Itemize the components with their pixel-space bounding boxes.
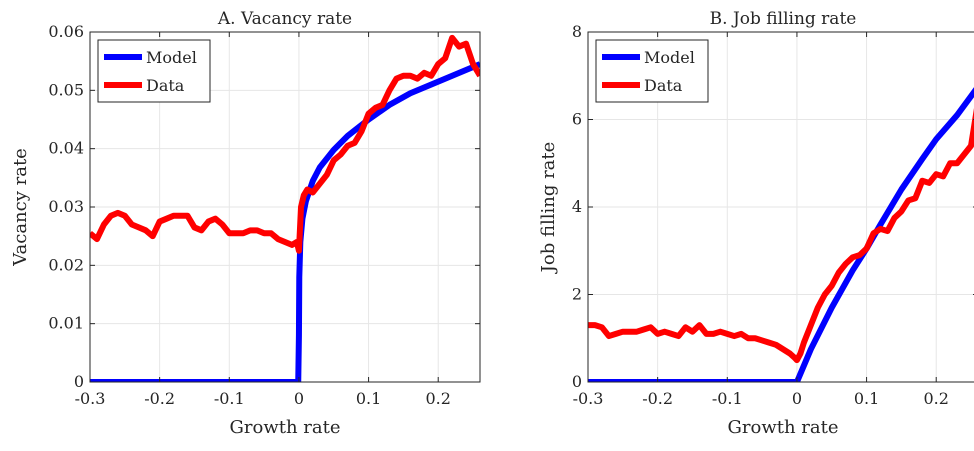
y-axis-label: Job filling rate xyxy=(538,142,559,275)
series-group xyxy=(90,34,480,382)
y-tick-label: 0.03 xyxy=(48,197,84,216)
y-tick-label: 0.06 xyxy=(48,22,84,41)
series-line-model xyxy=(90,61,480,382)
y-tick-label: 8 xyxy=(572,22,582,41)
y-tick-label: 4 xyxy=(572,197,582,216)
panel-b: -0.3 -0.2 -0.1 0 0.1 0.2 0 2 4 6 8 B. Job filling r… xyxy=(538,9,974,438)
legend-label-data: Data xyxy=(146,76,185,95)
x-tick-label: 0.1 xyxy=(854,389,879,408)
panel-a: -0.3 -0.2 -0.1 0 0.1 0.2 0 0.01 0.02 0.03 0.04 0.05… xyxy=(10,9,481,438)
x-tick-label: 0.1 xyxy=(356,389,381,408)
y-tick-label: 6 xyxy=(572,110,582,129)
chart-title: B. Job filling rate xyxy=(710,9,857,29)
y-tick-label: 0 xyxy=(74,372,84,391)
legend-label-data: Data xyxy=(644,76,683,95)
x-tick-label: -0.2 xyxy=(642,389,673,408)
y-tick-label: 0 xyxy=(572,372,582,391)
x-tick-label: -0.3 xyxy=(573,389,604,408)
y-tick-label: 0.02 xyxy=(48,255,84,274)
y-axis-label: Vacancy rate xyxy=(10,148,31,267)
x-tick-label: 0 xyxy=(792,389,802,408)
series-line-data xyxy=(588,108,974,364)
x-tick-label: -0.3 xyxy=(75,389,106,408)
x-axis-label: Growth rate xyxy=(728,417,839,438)
series-line-model xyxy=(588,87,974,382)
x-tick-label: -0.1 xyxy=(712,389,743,408)
legend-box xyxy=(595,39,709,103)
legend-box xyxy=(97,39,211,103)
y-tick-label: 0.04 xyxy=(48,139,84,158)
legend-label-model: Model xyxy=(644,48,695,67)
y-tick-label: 0.05 xyxy=(48,80,84,99)
y-tick-label: 2 xyxy=(572,285,582,304)
x-tick-label: 0 xyxy=(294,389,304,408)
x-tick-label: 0.2 xyxy=(923,389,948,408)
y-tick-label: 0.01 xyxy=(48,314,84,333)
series-line-data xyxy=(90,34,480,254)
series-group xyxy=(588,87,974,382)
x-tick-label: -0.2 xyxy=(144,389,175,408)
x-tick-label: 0.2 xyxy=(425,389,450,408)
chart-title: A. Vacancy rate xyxy=(217,9,352,29)
x-tick-label: -0.1 xyxy=(214,389,245,408)
x-axis-label: Growth rate xyxy=(230,417,341,438)
legend-label-model: Model xyxy=(146,48,197,67)
